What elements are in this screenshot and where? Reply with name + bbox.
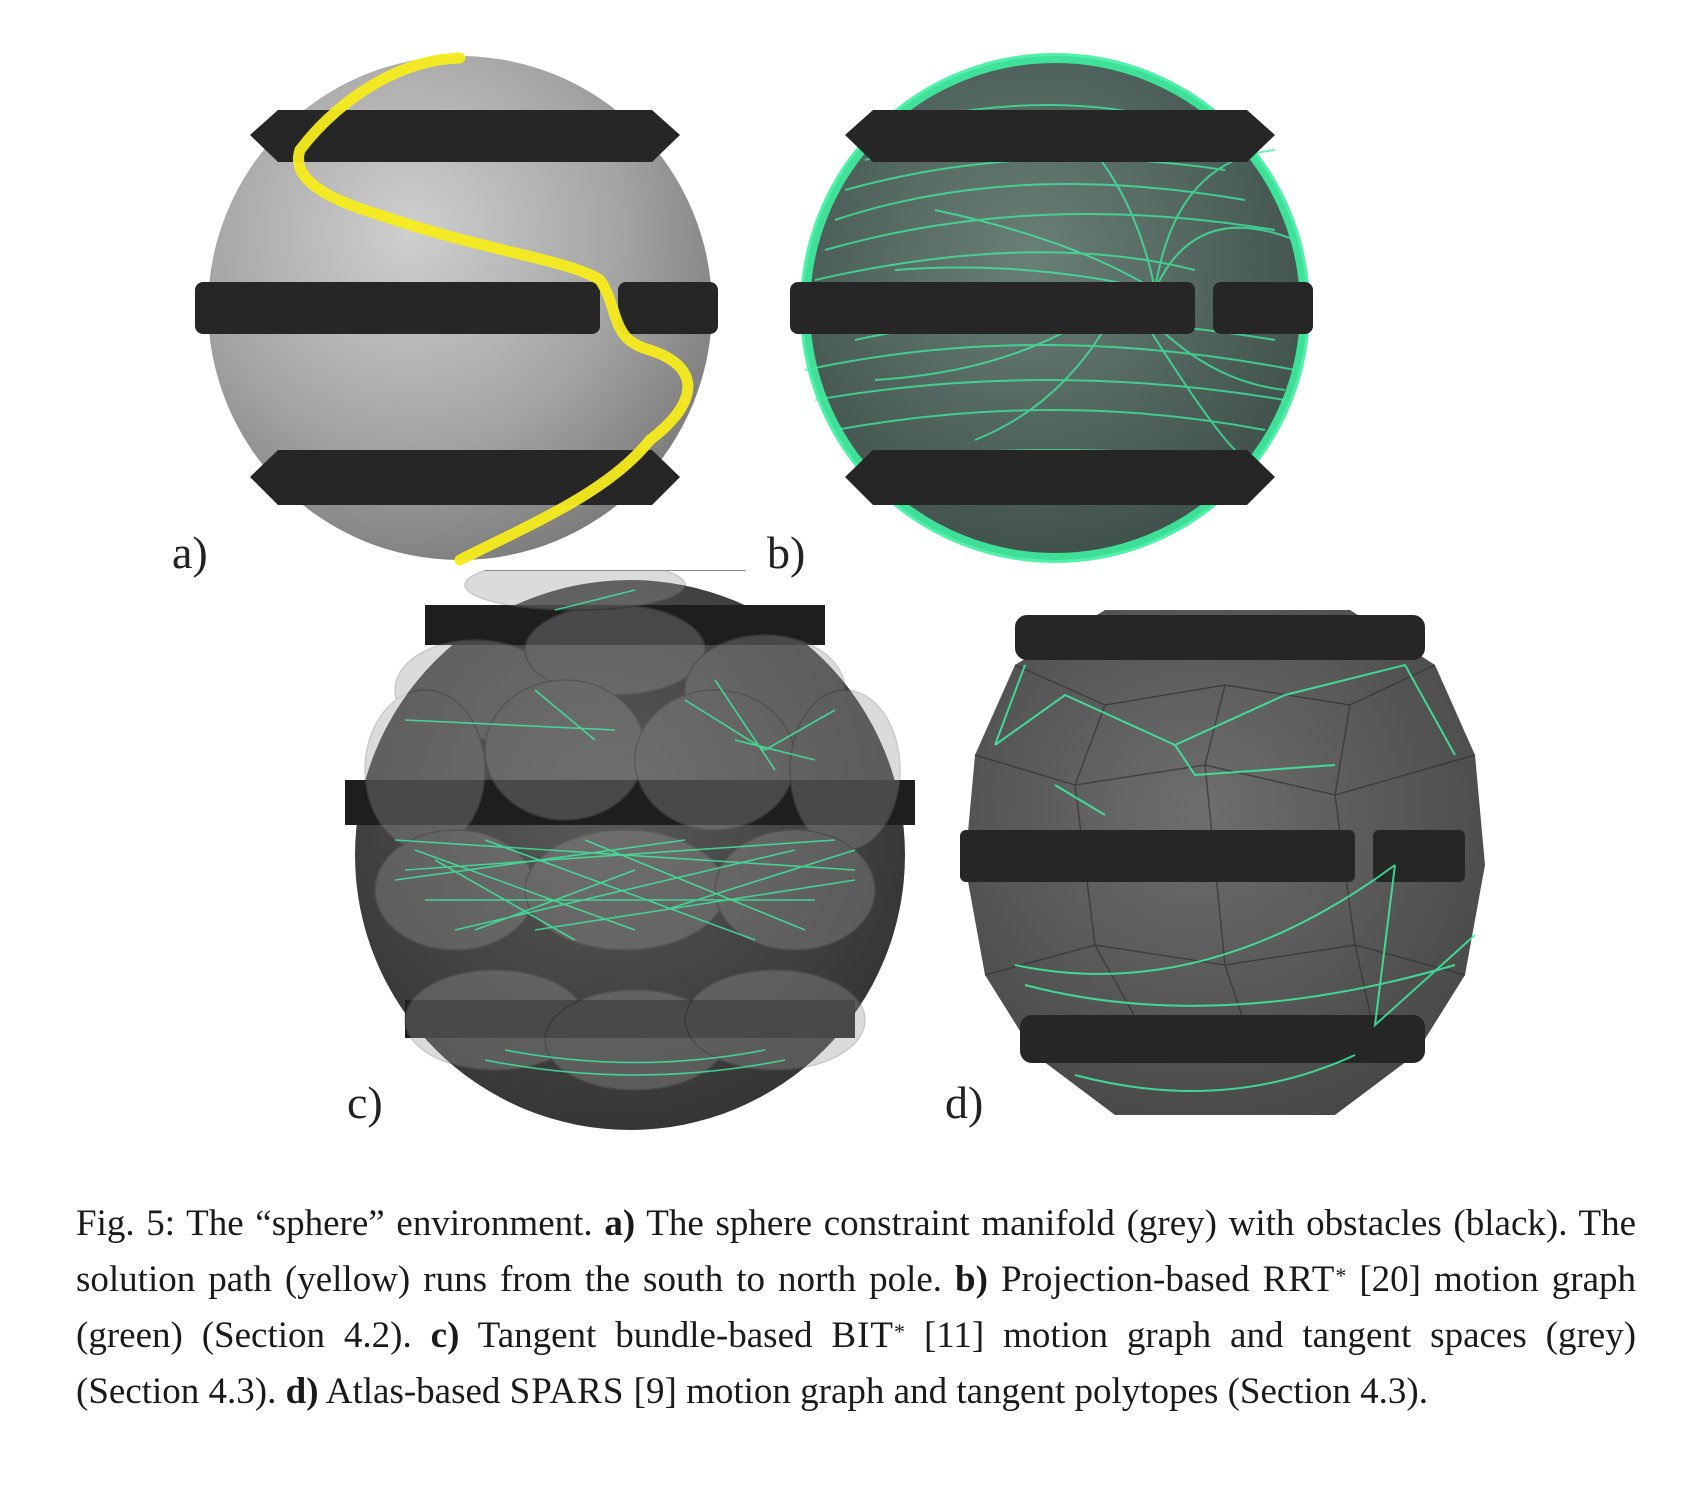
caption-c-pre: Tangent bundle-based: [477, 1315, 813, 1356]
panel-b-sphere-render: [790, 53, 1313, 563]
caption-b-key: b): [955, 1259, 988, 1300]
panel-d: d): [945, 605, 1500, 1126]
tangent-spaces: [364, 570, 901, 1091]
caption-b-text: [20] motion graph (green) (Section 4.2).: [76, 1259, 1637, 1356]
caption-d-key: d): [285, 1371, 319, 1412]
panel-c-sphere-render: [345, 570, 915, 1130]
panel-d-sphere-render: [960, 610, 1485, 1115]
caption-d-pre: Atlas-based: [325, 1371, 501, 1412]
caption-a-text: The sphere constraint manifold (grey) wi…: [76, 1203, 1636, 1300]
obstacle-top: [1015, 615, 1425, 660]
obstacle-bottom: [845, 450, 1275, 505]
panel-c: c): [335, 570, 925, 1140]
caption-c-algo: BIT: [831, 1315, 895, 1356]
panel-a: a): [172, 40, 740, 580]
obstacle-top: [845, 110, 1275, 162]
caption-c-text: [11] motion graph and tangent spaces (gr…: [76, 1315, 1637, 1412]
caption-c-star: *: [894, 1319, 906, 1344]
obstacle-bottom: [405, 1000, 855, 1038]
panel-a-sphere-render: [195, 52, 718, 566]
caption-a-key: a): [604, 1203, 636, 1244]
caption-b-algo: RRT: [1262, 1259, 1336, 1300]
panel-a-label: a): [172, 527, 208, 578]
obstacle-middle-left: [195, 282, 600, 334]
caption-fig-title: Fig. 5: The “sphere” environment.: [76, 1203, 593, 1244]
obstacle-middle: [345, 780, 915, 825]
caption-b-star: *: [1335, 1263, 1347, 1288]
caption-d-algo: SPARS: [509, 1371, 625, 1412]
spars-motion-graph: [994, 663, 1476, 1092]
caption-d-text: [9] motion graph and tangent polytopes (…: [633, 1371, 1428, 1412]
panel-c-label: c): [347, 1077, 383, 1128]
panel-b-label: b): [767, 527, 806, 578]
obstacle-middle-left: [960, 830, 1355, 882]
caption-b-pre: Projection-based: [1000, 1259, 1250, 1300]
caption-c-key: c): [430, 1315, 460, 1356]
obstacle-middle-right: [1373, 830, 1465, 882]
solution-path: [293, 52, 694, 566]
obstacle-top: [250, 110, 680, 162]
obstacle-bottom: [1020, 1015, 1425, 1063]
bit-star-motion-graph: [394, 589, 856, 1076]
obstacle-middle-left: [790, 282, 1195, 334]
obstacle-top: [425, 605, 825, 645]
figure-caption: Fig. 5: The “sphere” environment. a) The…: [76, 1196, 1636, 1420]
obstacle-middle-right: [618, 282, 718, 334]
panel-b: b): [767, 40, 1335, 580]
obstacle-middle-right: [1213, 282, 1313, 334]
obstacle-bottom: [250, 450, 680, 505]
panel-d-label: d): [945, 1077, 984, 1128]
